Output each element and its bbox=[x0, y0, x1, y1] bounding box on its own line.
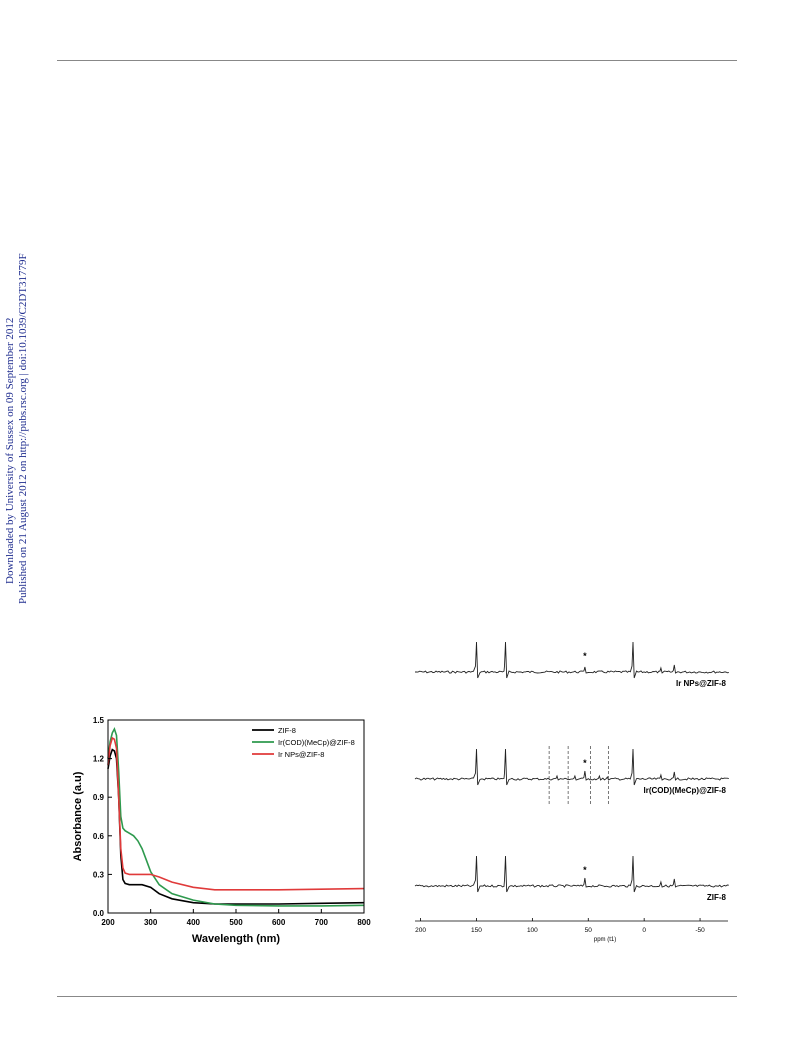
x-tick-label: 800 bbox=[357, 918, 371, 927]
nmr-chart: * Ir NPs@ZIF-8 * Ir(COD)(MeCp)@ZIF-8 * ZIF-8 2… bbox=[414, 641, 729, 943]
series-line-1 bbox=[107, 726, 365, 907]
download-sidebar: Downloaded by University of Sussex on 09… bbox=[0, 253, 32, 604]
x-tick-label: 400 bbox=[187, 918, 201, 927]
y-tick-label: 1.5 bbox=[93, 716, 105, 725]
sidebar-published-line: Published on 21 August 2012 on http://pu… bbox=[17, 253, 29, 604]
y-tick-label: 1.2 bbox=[93, 755, 105, 764]
series-line-0 bbox=[107, 748, 365, 905]
y-axis-label: Absorbance (a.u) bbox=[72, 771, 84, 861]
ppm-tick-label: -50 bbox=[695, 927, 705, 934]
sidebar-downloaded-line: Downloaded by University of Sussex on 09… bbox=[4, 317, 16, 584]
y-tick-label: 0.0 bbox=[93, 909, 105, 918]
nmr-spectrum-1 bbox=[414, 748, 729, 786]
nmr-spectrum-0 bbox=[415, 641, 729, 679]
x-tick-label: 600 bbox=[272, 918, 286, 927]
x-tick-label: 200 bbox=[101, 918, 115, 927]
series-line-2 bbox=[107, 736, 365, 891]
legend-label-2: Ir NPs@ZIF-8 bbox=[278, 750, 324, 759]
asterisk-marker: * bbox=[583, 651, 587, 661]
spectrum-label-1: Ir(COD)(MeCp)@ZIF-8 bbox=[644, 786, 727, 795]
y-tick-label: 0.9 bbox=[93, 793, 105, 802]
y-tick-label: 0.3 bbox=[93, 870, 105, 879]
spectrum-label-0: Ir NPs@ZIF-8 bbox=[676, 679, 727, 688]
ppm-axis-label: ppm (t1) bbox=[594, 937, 616, 943]
legend-label-1: Ir(COD)(MeCp)@ZIF-8 bbox=[278, 738, 355, 747]
nmr-spectrum-2 bbox=[414, 855, 729, 893]
footer-rule bbox=[57, 996, 737, 997]
uv-vis-chart: 200 300 400 500 600 700 800 0.0 0.3 0.6 0.9 1.2 1.5 W… bbox=[72, 716, 371, 945]
x-tick-label: 300 bbox=[144, 918, 158, 927]
header-rule bbox=[57, 60, 737, 61]
y-tick-label: 0.6 bbox=[93, 832, 105, 841]
legend-label-0: ZIF-8 bbox=[278, 726, 296, 735]
plot-frame bbox=[107, 719, 365, 914]
ppm-tick-label: 50 bbox=[585, 927, 593, 934]
asterisk-marker: * bbox=[583, 758, 587, 768]
ppm-tick-label: 200 bbox=[415, 927, 426, 934]
ppm-tick-label: 0 bbox=[642, 927, 646, 934]
x-tick-label: 700 bbox=[315, 918, 329, 927]
ppm-tick-label: 150 bbox=[471, 927, 482, 934]
ppm-tick-label: 100 bbox=[527, 927, 538, 934]
spectrum-label-2: ZIF-8 bbox=[707, 893, 727, 902]
asterisk-marker: * bbox=[583, 865, 587, 875]
x-tick-label: 500 bbox=[229, 918, 243, 927]
x-axis-label: Wavelength (nm) bbox=[192, 933, 281, 945]
